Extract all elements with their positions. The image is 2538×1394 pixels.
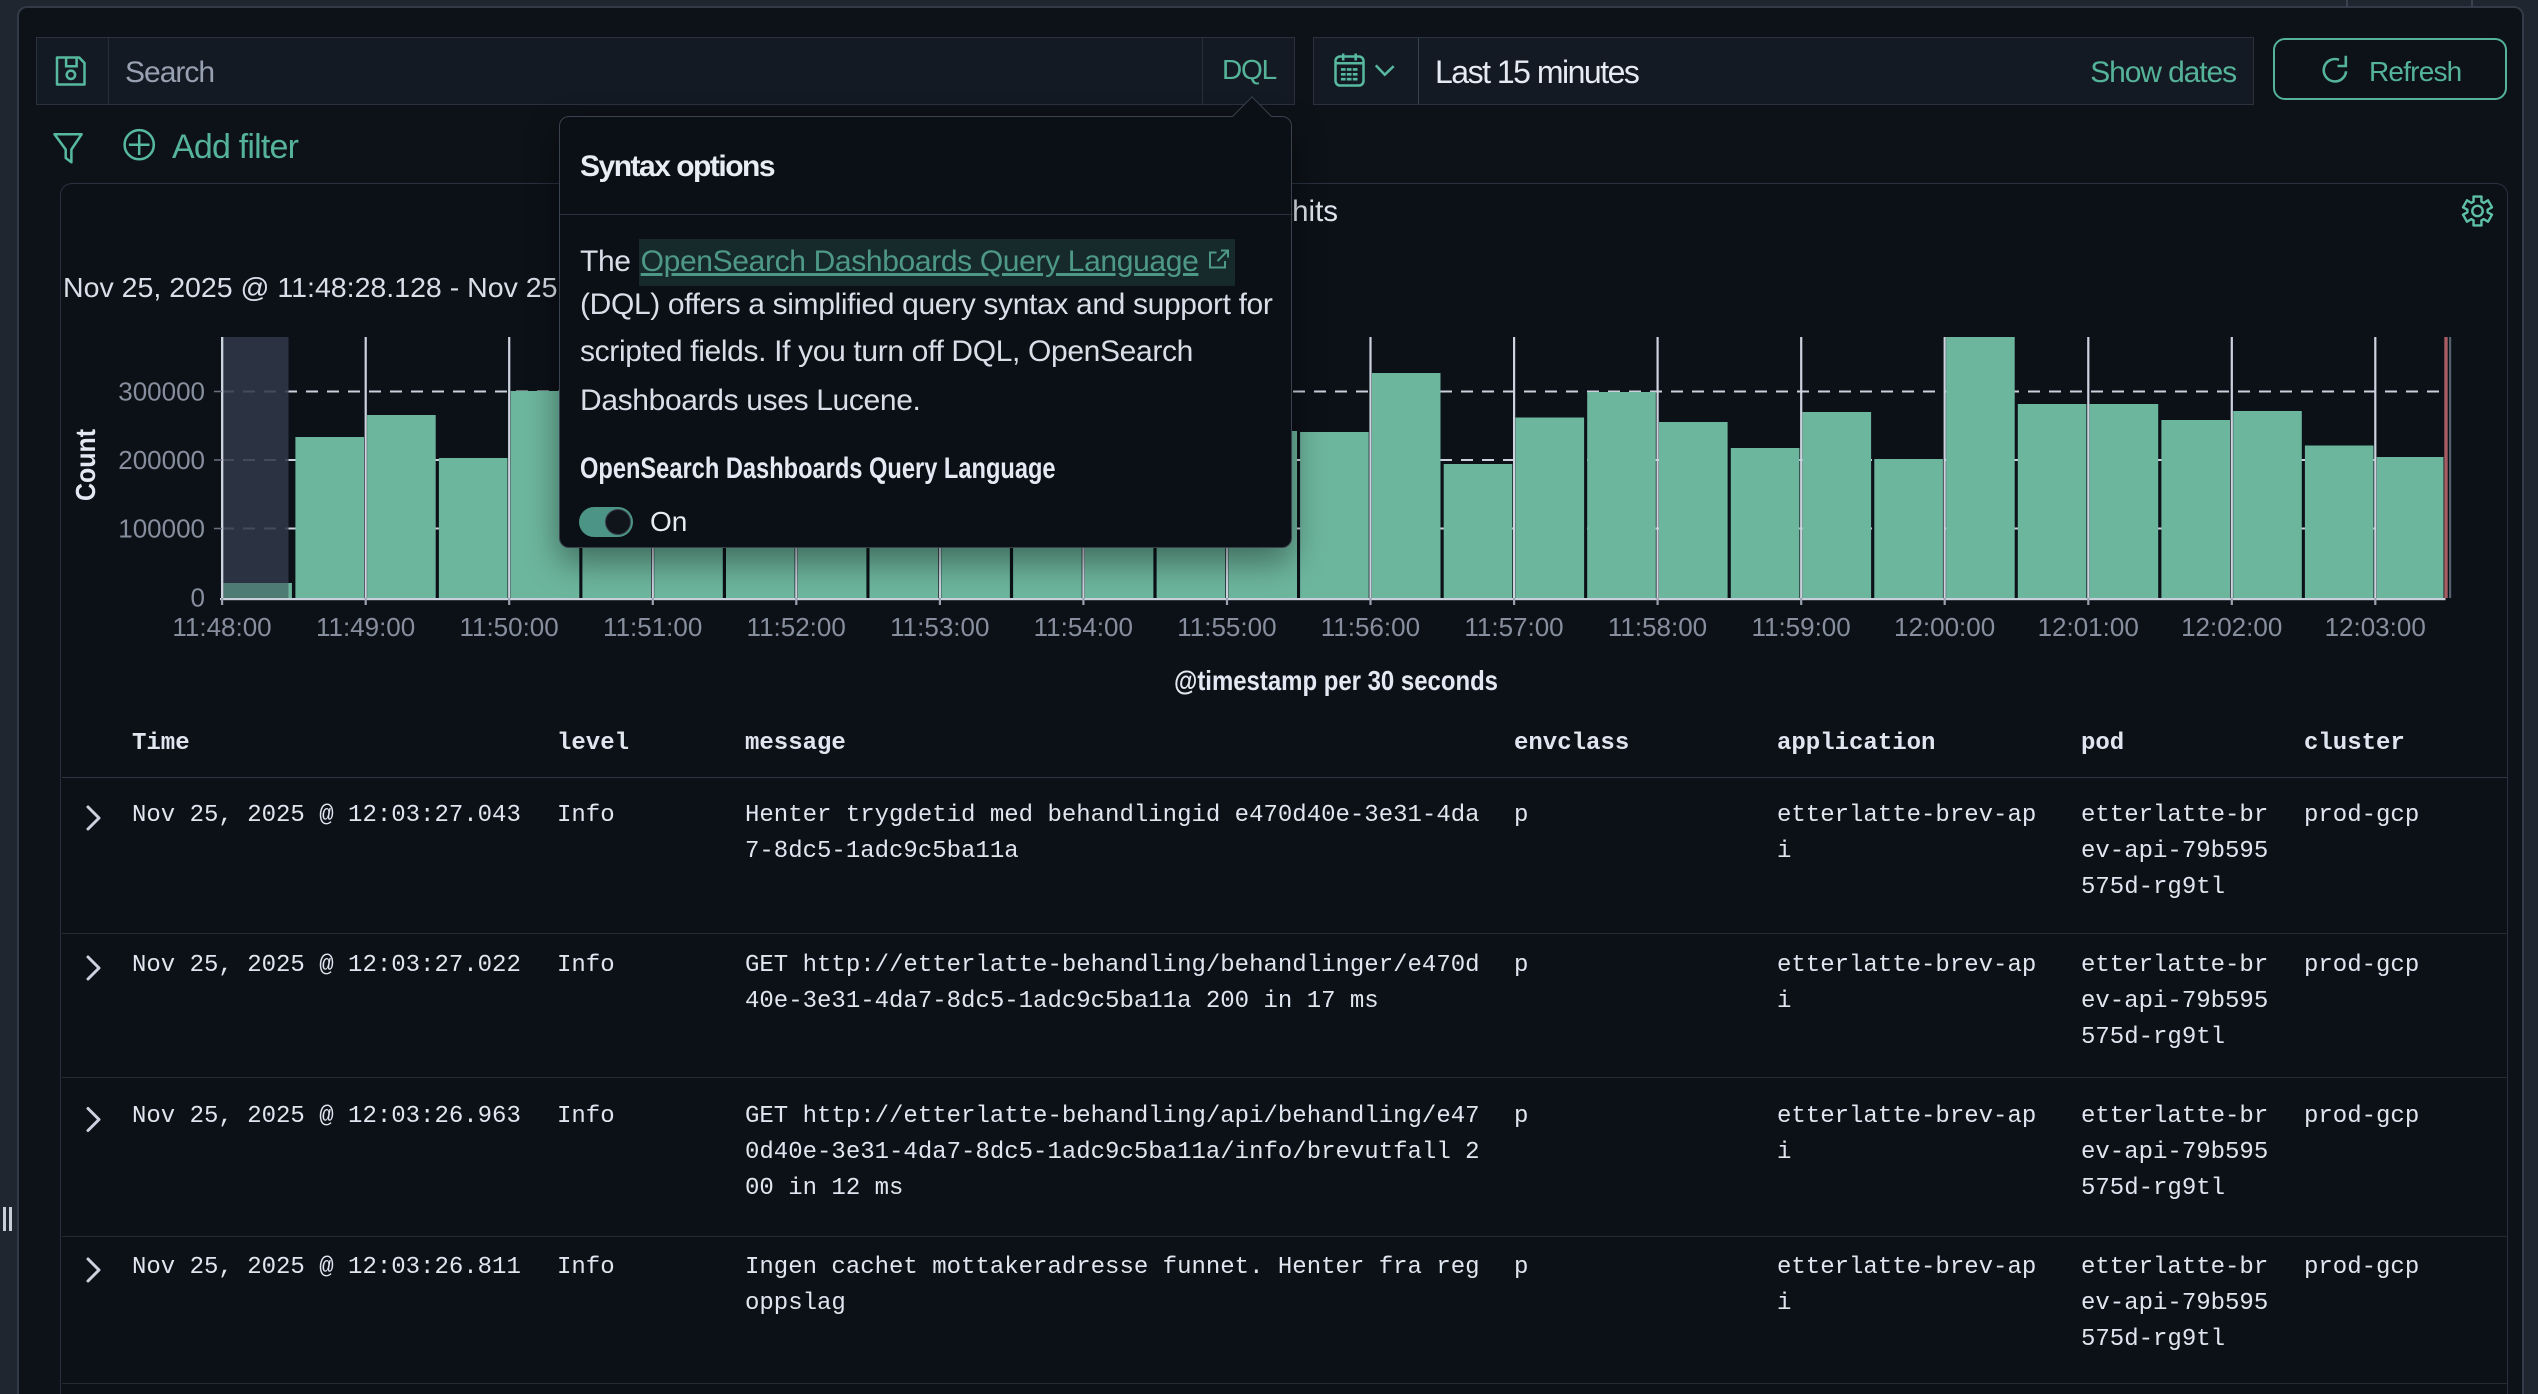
svg-text:11:52:00: 11:52:00 [747, 612, 846, 642]
svg-text:11:56:00: 11:56:00 [1321, 612, 1420, 642]
svg-text:11:57:00: 11:57:00 [1464, 612, 1563, 642]
svg-text:300000: 300000 [118, 377, 205, 407]
svg-text:11:53:00: 11:53:00 [890, 612, 989, 642]
svg-text:0: 0 [191, 583, 205, 613]
svg-text:11:48:00: 11:48:00 [172, 612, 271, 642]
svg-text:11:58:00: 11:58:00 [1608, 612, 1707, 642]
svg-text:11:59:00: 11:59:00 [1751, 612, 1850, 642]
svg-text:12:02:00: 12:02:00 [2181, 612, 2282, 642]
svg-text:11:55:00: 11:55:00 [1177, 612, 1276, 642]
svg-text:Count: Count [70, 429, 101, 501]
svg-text:11:54:00: 11:54:00 [1034, 612, 1133, 642]
svg-text:11:51:00: 11:51:00 [603, 612, 702, 642]
svg-text:@timestamp per 30 seconds: @timestamp per 30 seconds [1174, 665, 1498, 696]
svg-text:200000: 200000 [118, 445, 205, 475]
svg-text:11:50:00: 11:50:00 [459, 612, 558, 642]
svg-text:12:01:00: 12:01:00 [2038, 612, 2139, 642]
svg-text:100000: 100000 [118, 514, 205, 544]
svg-text:12:00:00: 12:00:00 [1894, 612, 1995, 642]
svg-text:11:49:00: 11:49:00 [316, 612, 415, 642]
svg-text:12:03:00: 12:03:00 [2325, 612, 2426, 642]
